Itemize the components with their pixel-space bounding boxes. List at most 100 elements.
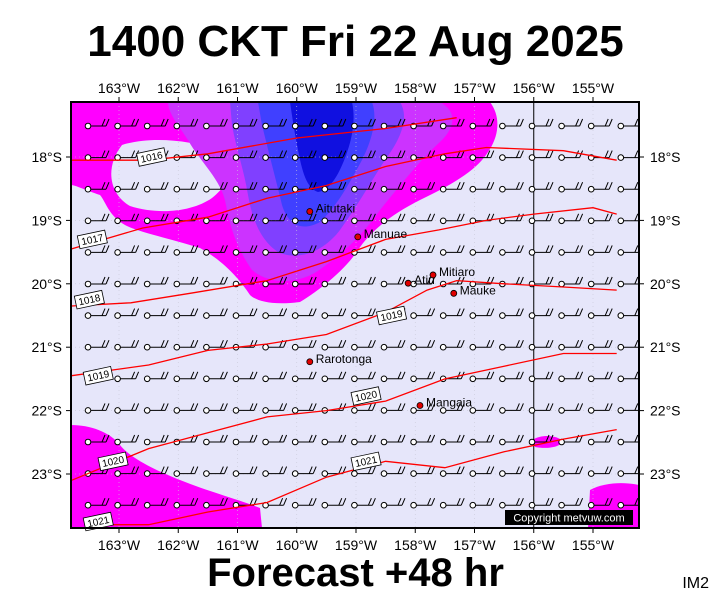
place-manuae: Manuae <box>354 227 407 241</box>
lat-tick-label-right: 19°S <box>650 212 681 228</box>
wind-barb <box>617 371 639 383</box>
wind-barb <box>380 371 406 383</box>
wind-barb <box>617 118 639 130</box>
isobar-label-text: 1021 <box>86 515 110 530</box>
wind-barb <box>499 182 524 193</box>
wind-barb <box>439 434 465 446</box>
wind-barb <box>617 182 639 193</box>
wind-barb <box>558 150 584 161</box>
wind-barb <box>469 340 495 351</box>
lon-tick-label-top: 160°W <box>276 80 319 96</box>
wind-barb <box>439 308 465 319</box>
wind-barb <box>262 276 288 288</box>
wind-barb <box>321 308 347 319</box>
wind-barb <box>114 276 140 288</box>
isobar-label-text: 1020 <box>354 389 378 404</box>
isobar-labels: 1016 1017 1018 1019 1019 1020 1020 1021 1021 <box>73 147 408 532</box>
lon-tick-label-bottom: 157°W <box>453 537 496 553</box>
lat-tick-label-right: 21°S <box>650 339 681 355</box>
lon-tick-label-bottom: 155°W <box>572 537 615 553</box>
wind-barb <box>291 150 317 161</box>
isobar-label: 1019 <box>376 305 408 326</box>
wind-barb <box>617 245 639 256</box>
place-mauke: Mauke <box>450 283 496 297</box>
place-marker <box>429 271 437 279</box>
lat-tick-label-right: 22°S <box>650 403 681 419</box>
wind-barb <box>558 308 584 319</box>
lon-tick-label-bottom: 160°W <box>276 537 319 553</box>
wind-barb <box>617 434 639 446</box>
isobar-label-text: 1017 <box>81 233 105 248</box>
wind-barb <box>469 150 495 161</box>
wind-barb <box>439 403 465 414</box>
isobar-line <box>71 207 617 307</box>
place-marker <box>306 208 314 215</box>
wind-barb <box>469 308 495 319</box>
wind-barb <box>321 150 347 161</box>
rain-layer <box>71 102 639 528</box>
wind-barb <box>173 340 199 351</box>
wind-barb <box>291 371 317 383</box>
wind-barb <box>499 245 524 256</box>
wind-barb <box>587 245 613 256</box>
wind-barb <box>528 150 554 161</box>
wind-barb <box>499 308 524 319</box>
wind-barb <box>380 245 406 256</box>
wind-barb <box>143 340 169 351</box>
isobar-label: 1020 <box>350 386 382 406</box>
wind-barb <box>528 466 554 477</box>
wind-barb <box>380 213 406 225</box>
wind-barb <box>173 182 199 193</box>
place-marker <box>416 402 424 409</box>
map-title: 1400 CKT Fri 22 Aug 2025 <box>87 17 624 66</box>
wind-barb <box>528 434 554 446</box>
wind-barb <box>321 182 347 193</box>
isobar-label-text: 1019 <box>380 309 404 324</box>
wind-barb <box>291 118 317 130</box>
wind-barb <box>499 371 524 383</box>
wind-barb <box>84 118 110 130</box>
place-markers: Aitutaki Manuae Atiu Mitiaro Mauke Rarotonga M… <box>306 202 496 410</box>
wind-barb <box>291 498 317 509</box>
lat-tick-label-left: 18°S <box>31 149 62 165</box>
wind-barb <box>558 182 584 193</box>
wind-barb <box>321 498 347 509</box>
wind-barb <box>648 372 672 382</box>
place-rarotonga: Rarotonga <box>306 352 372 366</box>
wind-barb <box>648 182 672 192</box>
wind-barb <box>173 276 199 288</box>
wind-barb <box>291 276 317 288</box>
wind-barb <box>351 213 376 225</box>
wind-barb <box>262 182 288 193</box>
wind-barb <box>528 213 554 225</box>
wind-barb <box>203 434 228 446</box>
wind-barb <box>232 308 258 319</box>
wind-barb <box>617 466 639 477</box>
wind-barb <box>114 308 140 319</box>
wind-barb <box>439 245 465 256</box>
wind-barb <box>291 466 317 477</box>
wind-barb <box>469 118 495 130</box>
wind-barb <box>262 434 288 446</box>
wind-barb <box>262 308 288 319</box>
wind-barb <box>528 182 554 193</box>
wind-barb <box>351 434 376 446</box>
wind-barb <box>203 276 228 288</box>
wind-barb <box>262 498 288 509</box>
wind-barb <box>380 150 406 161</box>
place-atiu: Atiu <box>404 273 435 287</box>
isobar-label: 1019 <box>82 365 114 386</box>
wind-barb <box>410 276 436 288</box>
wind-barb <box>469 434 495 446</box>
wind-barb <box>558 276 584 288</box>
wind-barb <box>203 308 228 319</box>
wind-barb <box>558 118 584 130</box>
wind-barb <box>173 118 199 130</box>
wind-barb <box>469 276 495 288</box>
wind-barb <box>203 371 228 383</box>
wind-barb <box>587 213 613 225</box>
axis-ticks: 163°W 163°W 162°W 162°W 161°W 161°W 160°W 160°W… <box>31 80 680 553</box>
lon-tick-label-bottom: 162°W <box>157 537 200 553</box>
wind-barb <box>114 466 140 477</box>
wind-barb <box>262 118 288 130</box>
